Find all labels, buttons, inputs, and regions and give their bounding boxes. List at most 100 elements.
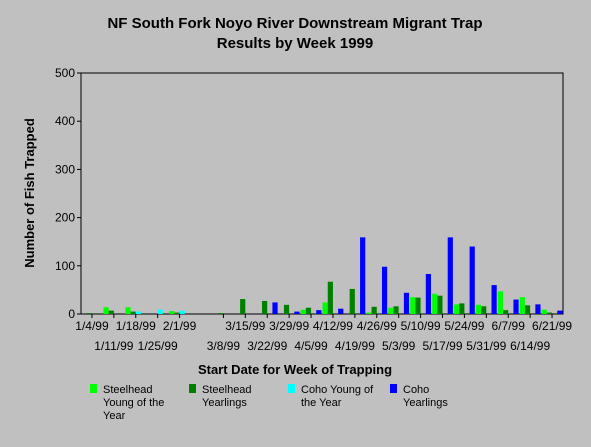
legend-swatch xyxy=(390,384,397,393)
legend-swatch xyxy=(189,384,196,393)
x-tick-label: 5/17/99 xyxy=(422,339,462,353)
x-tick-label: 3/29/99 xyxy=(269,319,309,333)
x-tick-label: 1/25/99 xyxy=(138,339,178,353)
bar-2-1/11/99 xyxy=(108,310,114,314)
bar-2-2/1/99 xyxy=(174,312,180,314)
bar-4-6/14/99 xyxy=(535,304,541,314)
legend-label: Yearlings xyxy=(202,397,247,409)
bar-2-3/15/99 xyxy=(240,299,246,314)
legend-label: Coho xyxy=(403,384,429,396)
x-tick-label: 6/14/99 xyxy=(510,339,550,353)
bar-1-5/31/99 xyxy=(475,304,482,314)
legend-label: Young of the xyxy=(103,397,164,409)
bar-4-6/7/99 xyxy=(513,299,519,314)
bar-1-6/21/99 xyxy=(541,309,547,314)
y-tick-label: 100 xyxy=(55,259,75,273)
bar-4-5/24/99 xyxy=(469,246,475,314)
bar-1-4/5/99 xyxy=(300,309,306,314)
x-tick-label: 6/21/99 xyxy=(532,319,572,333)
bar-4-4/19/99 xyxy=(360,237,366,314)
bar-2-3/29/99 xyxy=(283,304,290,314)
bar-1-5/10/99 xyxy=(410,297,416,314)
bar-1-6/14/99 xyxy=(519,297,525,314)
bars-group xyxy=(86,237,563,314)
y-tick-label: 0 xyxy=(68,307,75,321)
y-axis-label: Number of Fish Trapped xyxy=(22,118,37,268)
x-axis-label: Start Date for Week of Trapping xyxy=(198,362,392,377)
x-tick-label: 2/1/99 xyxy=(163,319,197,333)
x-tick-label: 5/3/99 xyxy=(382,339,416,353)
y-tick-label: 500 xyxy=(55,66,75,80)
bar-1-4/26/99 xyxy=(366,312,372,314)
bar-4-5/31/99 xyxy=(491,285,497,314)
bar-4-4/12/99 xyxy=(338,308,344,314)
bar-3-1/25/99 xyxy=(157,309,163,314)
bar-2-3/8/99 xyxy=(218,313,224,314)
bar-2-1/18/99 xyxy=(130,311,136,314)
bar-3-2/1/99 xyxy=(179,310,185,314)
x-tick-label: 5/31/99 xyxy=(466,339,506,353)
bar-2-5/31/99 xyxy=(481,306,487,314)
bar-1-5/17/99 xyxy=(432,293,438,314)
legend-label: the Year xyxy=(301,397,342,409)
bar-4-4/26/99 xyxy=(381,266,388,314)
x-tick-label: 4/5/99 xyxy=(294,339,328,353)
bar-2-5/24/99 xyxy=(459,303,465,314)
chart-title-line1: NF South Fork Noyo River Downstream Migr… xyxy=(107,15,482,32)
bar-1-2/1/99 xyxy=(169,311,175,314)
x-tick-label: 4/19/99 xyxy=(335,339,375,353)
x-tick-label: 3/8/99 xyxy=(207,339,241,353)
bar-2-5/17/99 xyxy=(437,295,443,314)
legend-label: Year xyxy=(103,410,126,422)
bar-1-1/18/99 xyxy=(125,307,131,314)
bar-4-5/17/99 xyxy=(447,237,453,314)
bar-1-4/12/99 xyxy=(322,302,328,314)
x-tick-label: 1/4/99 xyxy=(75,319,109,333)
y-tick-label: 300 xyxy=(55,162,75,176)
bar-1-6/7/99 xyxy=(497,291,504,314)
x-tick-label: 3/22/99 xyxy=(247,339,287,353)
legend-label: Steelhead xyxy=(103,384,153,396)
x-tick-label: 6/7/99 xyxy=(492,319,526,333)
bar-2-1/4/99 xyxy=(86,313,92,314)
x-tick-label: 4/26/99 xyxy=(357,319,397,333)
x-tick-label: 1/18/99 xyxy=(116,319,156,333)
legend-label: Coho Young of xyxy=(301,384,374,396)
bar-1-5/24/99 xyxy=(454,304,460,314)
x-axis-ticks: 1/4/99 1/18/99 2/1/99 3/15/99 3/29/99 4/12/99… xyxy=(75,314,572,353)
bar-2-5/10/99 xyxy=(415,297,421,314)
bar-4-3/22/99 xyxy=(272,302,278,314)
bar-1-5/3/99 xyxy=(388,307,394,314)
bar-1-1/11/99 xyxy=(103,307,109,314)
bar-2-4/19/99 xyxy=(349,288,355,314)
x-tick-label: 1/11/99 xyxy=(94,339,133,353)
bar-4-3/29/99 xyxy=(294,311,300,314)
bar-2-6/21/99 xyxy=(546,312,553,314)
chart-title-line2: Results by Week 1999 xyxy=(217,35,373,52)
legend-swatch xyxy=(288,384,295,393)
y-tick-label: 400 xyxy=(55,114,75,128)
bar-3-1/18/99 xyxy=(135,311,141,314)
plot-area xyxy=(80,72,564,315)
x-tick-label: 5/10/99 xyxy=(401,319,441,333)
legend-label: Steelhead xyxy=(202,384,252,396)
bar-2-5/3/99 xyxy=(393,306,399,314)
bar-2-4/26/99 xyxy=(371,306,377,314)
bar-2-3/22/99 xyxy=(262,300,268,314)
bar-2-6/14/99 xyxy=(524,305,531,314)
x-tick-label: 5/24/99 xyxy=(444,319,484,333)
legend-swatch xyxy=(90,384,97,393)
bar-4-4/5/99 xyxy=(316,310,322,314)
y-tick-label: 200 xyxy=(55,211,75,225)
bar-4-5/10/99 xyxy=(425,273,431,314)
bar-2-4/5/99 xyxy=(305,307,312,314)
legend-label: Yearlings xyxy=(403,397,448,409)
x-tick-label: 3/15/99 xyxy=(225,319,265,333)
x-tick-label: 4/12/99 xyxy=(313,319,353,333)
bar-4-6/21/99 xyxy=(557,310,563,314)
bar-4-5/3/99 xyxy=(403,292,410,314)
y-axis-ticks: 0 100 200 300 400 500 xyxy=(55,66,81,321)
